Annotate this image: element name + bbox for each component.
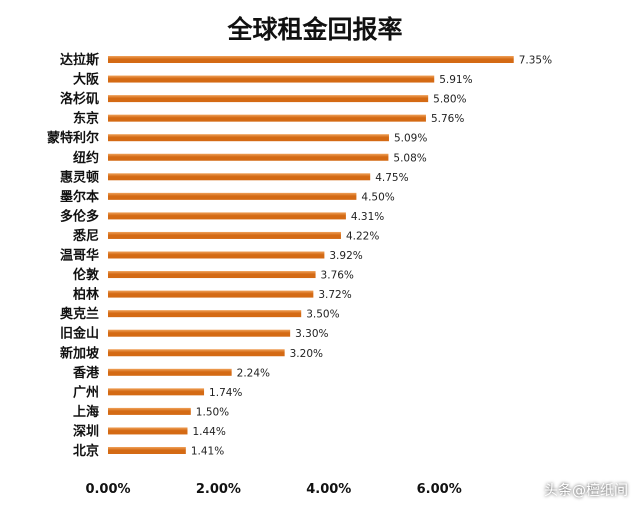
value-label: 3.76% bbox=[321, 270, 354, 282]
bar bbox=[108, 427, 188, 435]
bar bbox=[108, 75, 435, 83]
bar bbox=[108, 134, 389, 142]
bar bbox=[108, 192, 357, 200]
value-label: 3.30% bbox=[295, 328, 328, 340]
value-label: 1.50% bbox=[196, 406, 229, 418]
value-label: 5.91% bbox=[439, 74, 472, 86]
bar bbox=[108, 329, 291, 337]
bar bbox=[108, 114, 426, 122]
category-label: 香港 bbox=[72, 365, 100, 381]
value-label: 4.22% bbox=[346, 230, 379, 242]
category-label: 旧金山 bbox=[60, 326, 99, 342]
x-tick-label: 6.00% bbox=[417, 482, 462, 497]
bars-layer bbox=[108, 56, 514, 454]
category-label: 达拉斯 bbox=[60, 52, 99, 68]
bar bbox=[108, 231, 341, 239]
bar bbox=[108, 368, 232, 376]
value-label: 3.50% bbox=[306, 309, 339, 321]
bar bbox=[108, 153, 389, 161]
value-label: 2.24% bbox=[237, 367, 270, 379]
category-label: 柏林 bbox=[73, 287, 99, 303]
bar bbox=[108, 349, 285, 357]
value-label: 3.92% bbox=[329, 250, 362, 262]
bar bbox=[108, 56, 514, 63]
category-label: 深圳 bbox=[73, 423, 99, 439]
value-label: 5.09% bbox=[394, 133, 427, 145]
value-label: 4.31% bbox=[351, 211, 384, 223]
category-label: 北京 bbox=[73, 443, 99, 459]
bar bbox=[108, 173, 371, 181]
value-label: 5.80% bbox=[433, 94, 466, 106]
value-label: 3.72% bbox=[318, 289, 351, 301]
category-label: 洛杉矶 bbox=[60, 91, 99, 107]
bar bbox=[108, 212, 346, 220]
bar bbox=[108, 447, 186, 454]
value-labels: 7.35% 5.91% 5.80% 5.76% 5.09% 5.08% 4.75% 4.50%… bbox=[191, 55, 552, 458]
bar bbox=[108, 290, 314, 298]
category-label: 墨尔本 bbox=[60, 189, 99, 205]
bar bbox=[108, 310, 302, 318]
category-label: 大阪 bbox=[73, 72, 100, 88]
x-tick-label: 0.00% bbox=[85, 482, 130, 497]
watermark: 头条@檀纸间 bbox=[544, 483, 628, 499]
bar bbox=[108, 407, 191, 415]
category-label: 新加坡 bbox=[60, 345, 100, 361]
value-label: 4.75% bbox=[375, 172, 408, 184]
x-axis-ticks: 0.00% 2.00% 4.00% 6.00% bbox=[85, 482, 461, 497]
bar bbox=[108, 388, 205, 396]
category-label: 上海 bbox=[73, 404, 99, 420]
value-label: 3.20% bbox=[290, 348, 323, 360]
category-label: 蒙特利尔 bbox=[47, 130, 99, 146]
category-label: 多伦多 bbox=[60, 208, 99, 224]
category-label: 东京 bbox=[73, 111, 99, 127]
category-label: 奥克兰 bbox=[60, 306, 99, 322]
value-label: 7.35% bbox=[519, 55, 552, 67]
category-label: 悉尼 bbox=[72, 228, 99, 244]
value-label: 5.76% bbox=[431, 113, 464, 125]
value-label: 1.41% bbox=[191, 446, 224, 458]
x-tick-label: 2.00% bbox=[196, 482, 241, 497]
x-tick-label: 4.00% bbox=[306, 482, 351, 497]
category-label: 温哥华 bbox=[60, 248, 99, 264]
value-label: 1.74% bbox=[209, 387, 242, 399]
category-label: 广州 bbox=[73, 384, 99, 400]
value-label: 4.50% bbox=[361, 191, 394, 203]
value-label: 5.08% bbox=[393, 152, 426, 164]
bar bbox=[108, 251, 325, 259]
bar bbox=[108, 271, 316, 279]
bar bbox=[108, 95, 429, 103]
category-labels: 达拉斯大阪洛杉矶东京蒙特利尔纽约惠灵顿墨尔本多伦多悉尼温哥华伦敦柏林奥克兰旧金山… bbox=[47, 52, 100, 459]
category-label: 伦敦 bbox=[73, 267, 100, 283]
category-label: 纽约 bbox=[73, 150, 99, 166]
chart-title: 全球租金回报率 bbox=[226, 15, 402, 44]
category-label: 惠灵顿 bbox=[60, 169, 99, 185]
value-label: 1.44% bbox=[192, 426, 225, 438]
